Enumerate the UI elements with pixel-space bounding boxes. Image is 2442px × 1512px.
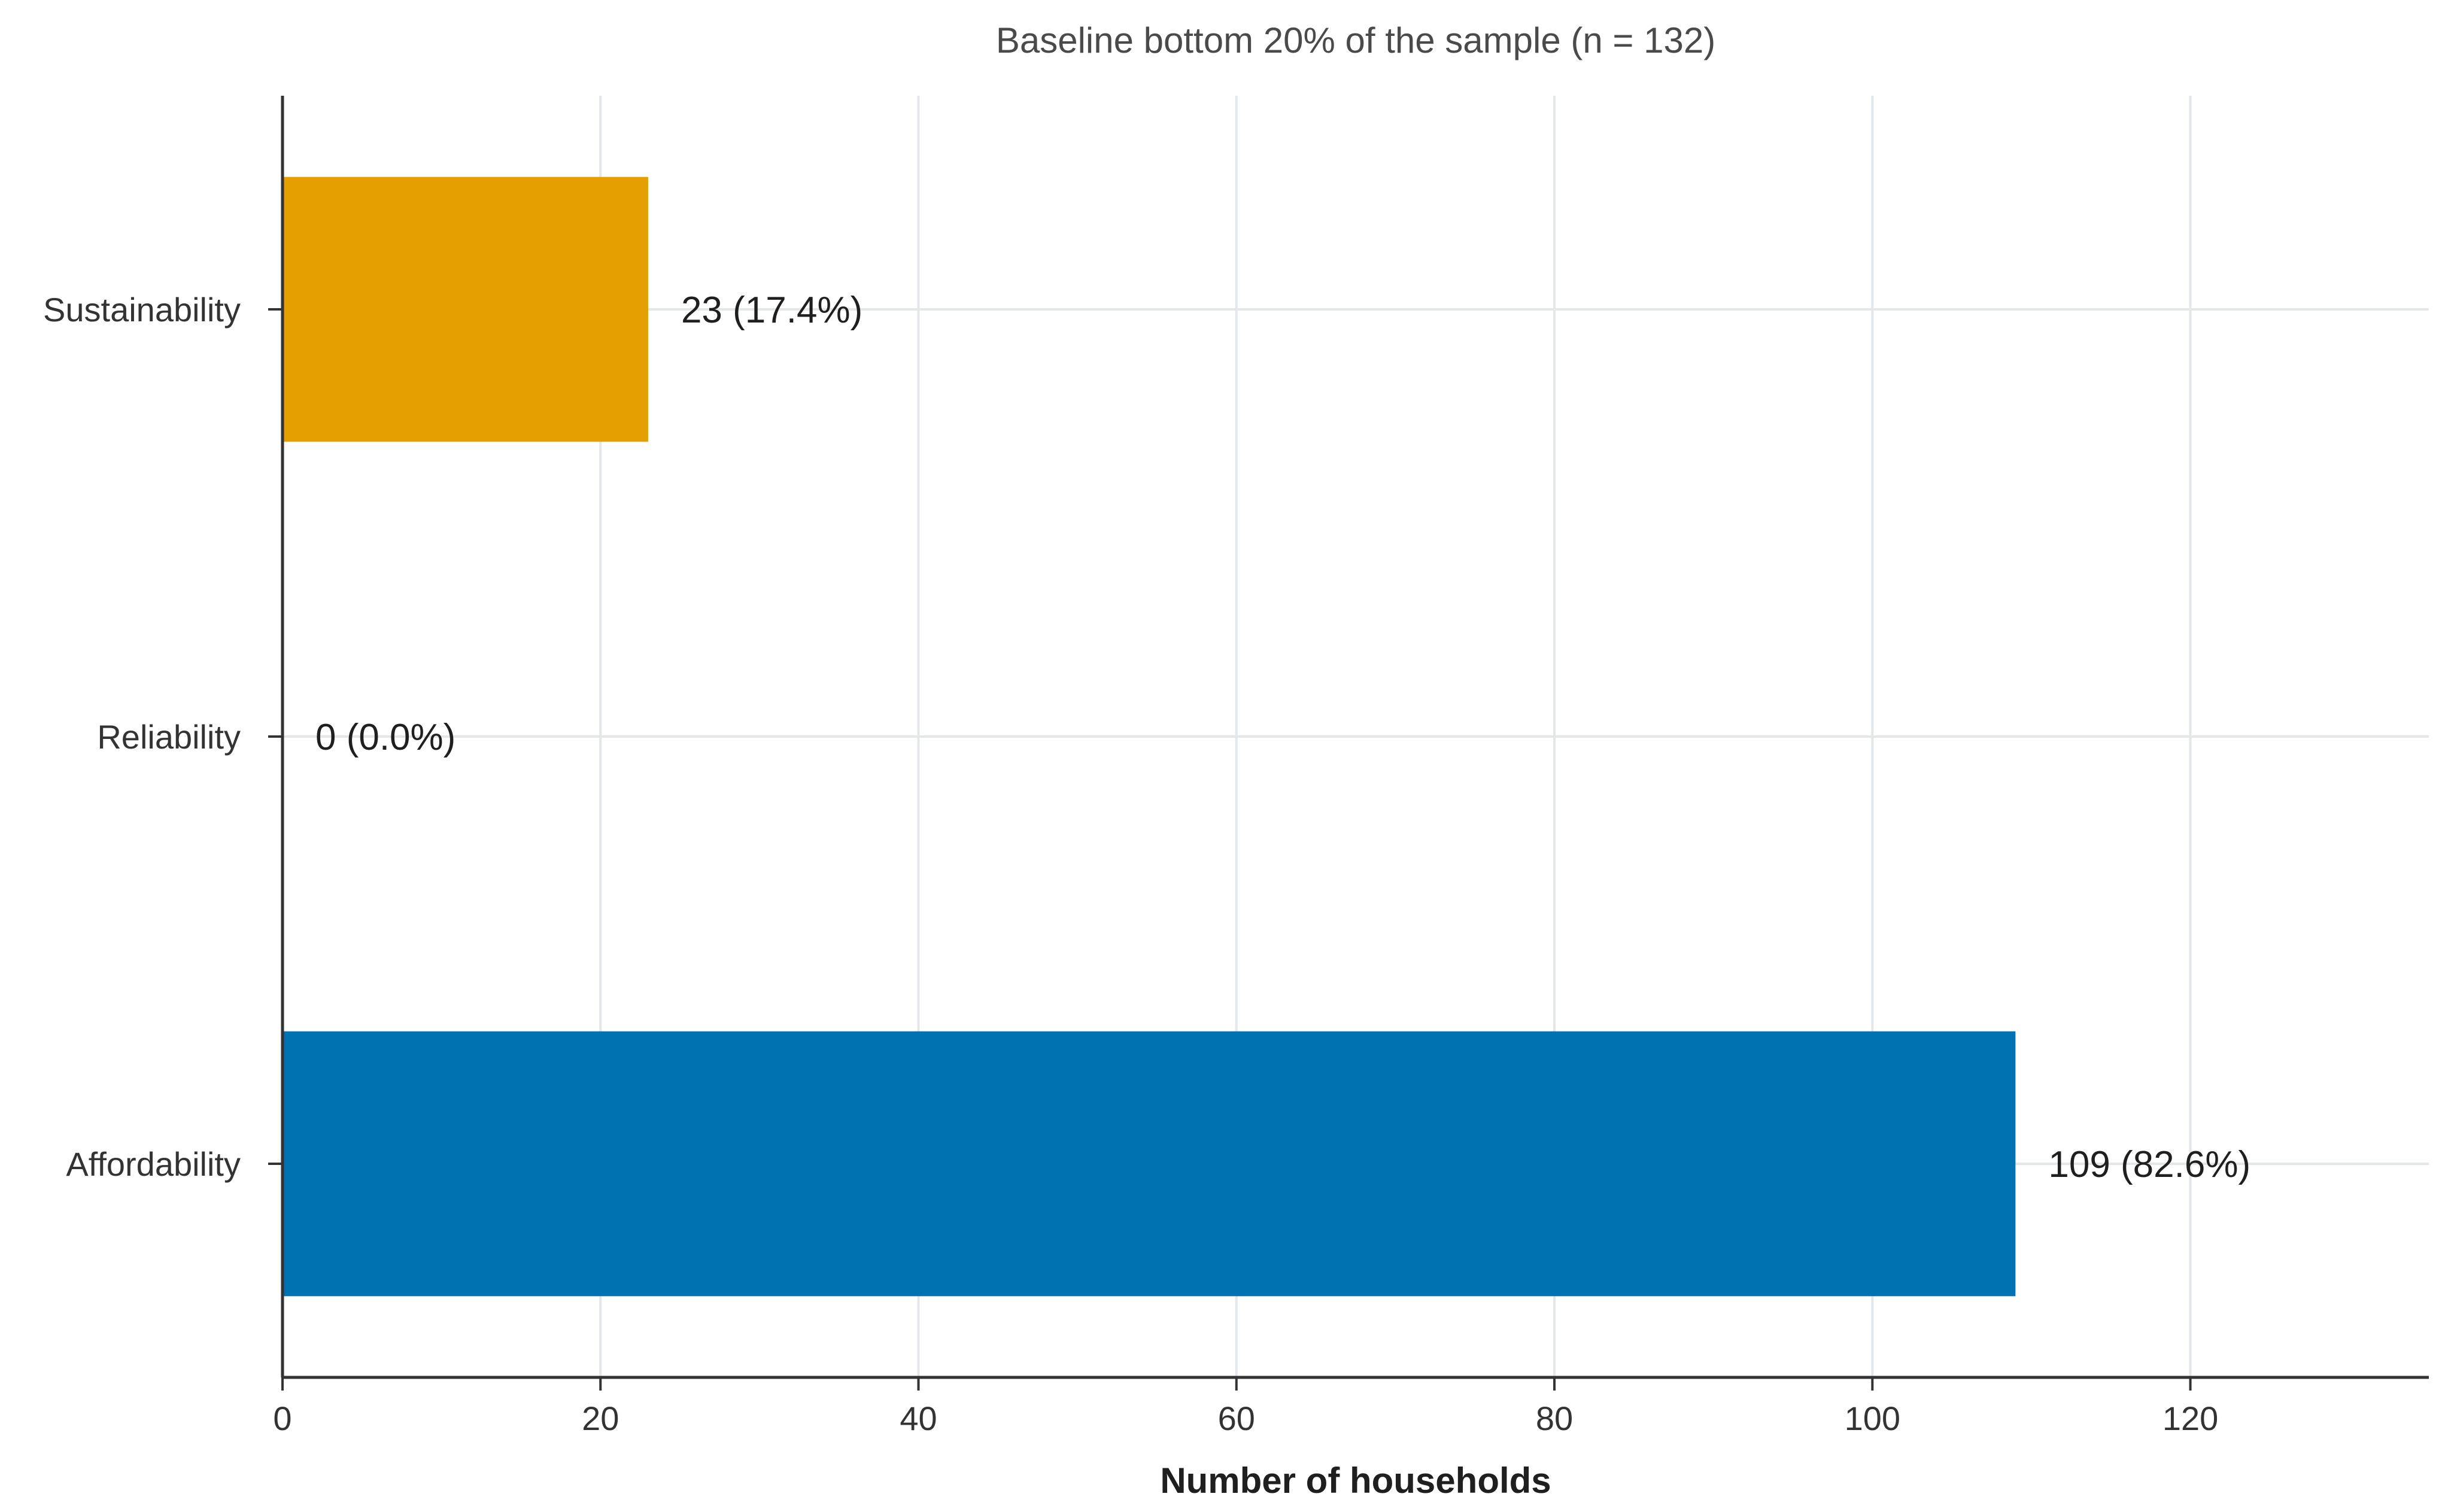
x-tick-label: 20: [582, 1400, 619, 1437]
axes: 0 20 40 60 80 100 120 Sustainability Reliability…: [43, 96, 2429, 1437]
data-label-sustainability: 23 (17.4%): [681, 290, 862, 331]
category-label-sustainability: Sustainability: [43, 291, 241, 328]
x-axis-label: Number of households: [1160, 1461, 1551, 1501]
x-tick-label: 80: [1536, 1400, 1573, 1437]
data-label-reliability: 0 (0.0%): [315, 717, 455, 758]
category-label-affordability: Affordability: [66, 1145, 241, 1183]
bar-affordability: [283, 1031, 2016, 1297]
data-label-affordability: 109 (82.6%): [2048, 1144, 2250, 1185]
x-tick-label: 0: [273, 1400, 291, 1437]
bar-sustainability: [283, 177, 648, 442]
x-tick-label: 60: [1218, 1400, 1255, 1437]
chart-title: Baseline bottom 20% of the sample (n = 1…: [996, 20, 1715, 60]
x-tick-label: 100: [1845, 1400, 1900, 1437]
data-labels: 23 (17.4%) 0 (0.0%) 109 (82.6%): [315, 290, 2250, 1185]
category-label-reliability: Reliability: [97, 718, 241, 756]
x-tick-label: 120: [2162, 1400, 2218, 1437]
bars: [283, 177, 2016, 1297]
x-tick-label: 40: [900, 1400, 937, 1437]
